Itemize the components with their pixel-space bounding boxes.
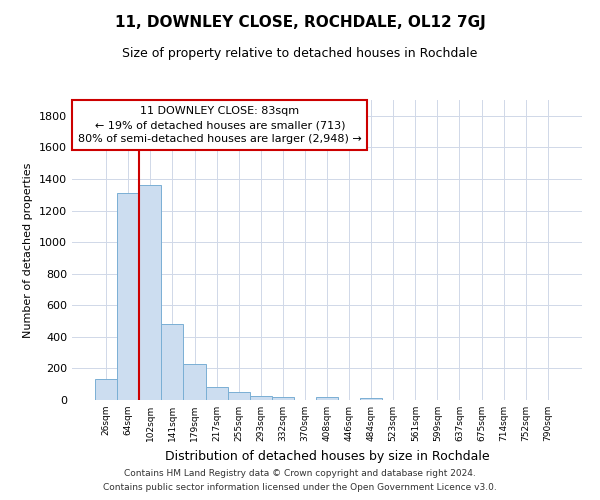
- Bar: [316, 397, 338, 400]
- Bar: [227, 392, 250, 400]
- Bar: [117, 193, 139, 400]
- X-axis label: Distribution of detached houses by size in Rochdale: Distribution of detached houses by size …: [164, 450, 490, 462]
- Y-axis label: Number of detached properties: Number of detached properties: [23, 162, 34, 338]
- Bar: [272, 397, 294, 400]
- Text: Contains HM Land Registry data © Crown copyright and database right 2024.: Contains HM Land Registry data © Crown c…: [124, 468, 476, 477]
- Bar: [139, 186, 161, 400]
- Bar: [161, 324, 184, 400]
- Text: Contains public sector information licensed under the Open Government Licence v3: Contains public sector information licen…: [103, 484, 497, 492]
- Text: Size of property relative to detached houses in Rochdale: Size of property relative to detached ho…: [122, 48, 478, 60]
- Text: 11 DOWNLEY CLOSE: 83sqm
← 19% of detached houses are smaller (713)
80% of semi-d: 11 DOWNLEY CLOSE: 83sqm ← 19% of detache…: [78, 106, 362, 144]
- Bar: [250, 396, 272, 400]
- Bar: [206, 388, 227, 400]
- Bar: [95, 380, 117, 400]
- Text: 11, DOWNLEY CLOSE, ROCHDALE, OL12 7GJ: 11, DOWNLEY CLOSE, ROCHDALE, OL12 7GJ: [115, 15, 485, 30]
- Bar: [184, 364, 206, 400]
- Bar: [360, 398, 382, 400]
